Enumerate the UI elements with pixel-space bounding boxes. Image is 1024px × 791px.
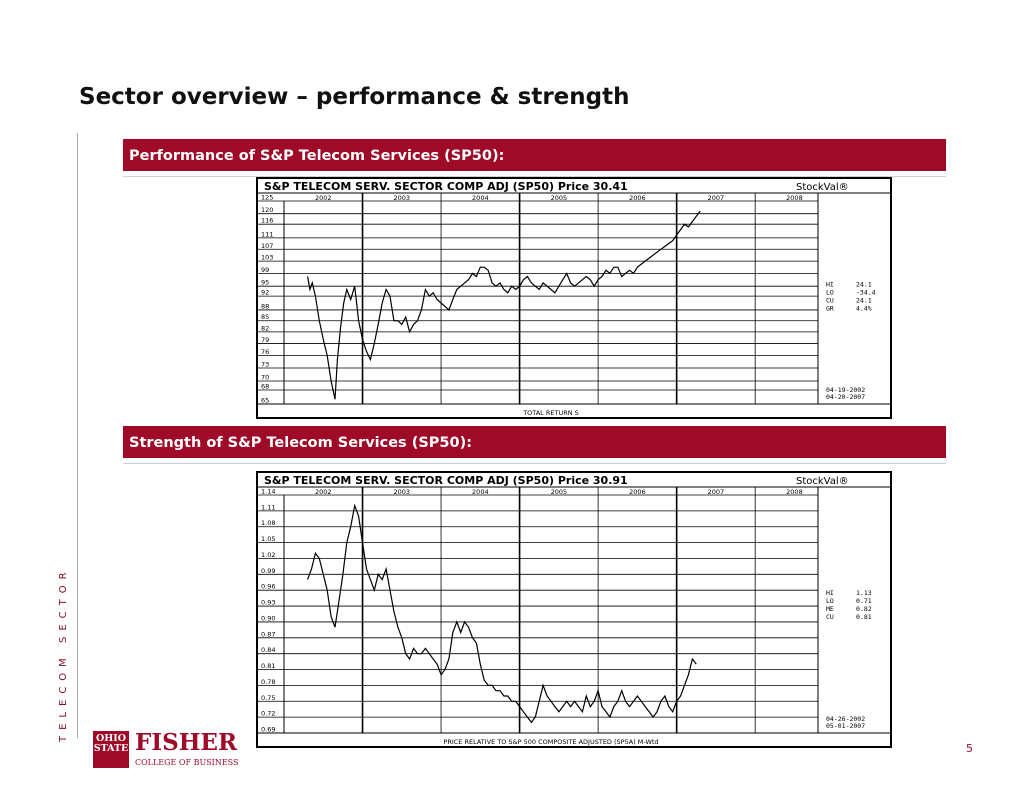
y-tick-label: 1.05 <box>261 535 275 543</box>
y-tick-label: 99 <box>261 266 269 274</box>
chart-brand: StockVal® <box>796 476 849 487</box>
performance-chart: S&P TELECOM SERV. SECTOR COMP ADJ (SP50)… <box>256 177 892 419</box>
y-tick-label: 0.87 <box>261 630 275 638</box>
y-tick-label: 65 <box>261 397 269 405</box>
stat-value: 24.1 <box>856 296 872 304</box>
y-tick-label: 1.02 <box>261 551 275 559</box>
year-label: 2002 <box>315 194 332 202</box>
year-label: 2007 <box>708 194 725 202</box>
side-label: TELECOM SECTOR <box>58 566 69 742</box>
chart-brand: StockVal® <box>796 182 849 193</box>
year-label: 2007 <box>708 488 725 496</box>
y-tick-label: 107 <box>261 242 273 250</box>
y-tick-label: 0.93 <box>261 599 275 607</box>
section-divider <box>123 176 946 177</box>
stat-label: GR <box>826 304 834 312</box>
year-label: 2003 <box>394 488 411 496</box>
y-tick-label: 88 <box>261 302 269 310</box>
y-tick-label: 0.84 <box>261 646 275 654</box>
y-tick-label: 116 <box>261 217 273 225</box>
year-label: 2008 <box>786 194 803 202</box>
y-tick-label: 0.99 <box>261 567 275 575</box>
x-axis-label: TOTAL RETURN S <box>522 409 579 417</box>
y-tick-label: 0.75 <box>261 694 275 702</box>
y-tick-label: 76 <box>261 348 269 356</box>
year-label: 2004 <box>472 488 489 496</box>
stat-value: 24.1 <box>856 280 872 288</box>
y-tick-label: 111 <box>261 230 273 238</box>
year-label: 2006 <box>629 194 646 202</box>
stat-label: LO <box>826 597 834 605</box>
stat-label: LO <box>826 288 834 296</box>
stat-value: 4.4% <box>856 304 872 312</box>
chart-title: S&P TELECOM SERV. SECTOR COMP ADJ (SP50)… <box>264 474 628 487</box>
section-divider <box>123 463 946 464</box>
y-tick-label: 1.11 <box>261 503 275 511</box>
x-axis-label: PRICE RELATIVE TO S&P 500 COMPOSITE ADJU… <box>443 738 658 746</box>
strength-chart: S&P TELECOM SERV. SECTOR COMP ADJ (SP50)… <box>256 471 892 748</box>
y-tick-label: 0.78 <box>261 678 275 686</box>
y-tick-label: 0.81 <box>261 662 275 670</box>
logo-subtitle: COLLEGE OF BUSINESS <box>135 758 239 767</box>
series-line <box>307 210 701 400</box>
year-label: 2006 <box>629 488 646 496</box>
stat-value: 0.81 <box>856 613 872 621</box>
stat-value: 1.13 <box>856 589 872 597</box>
logo-name: FISHER <box>135 729 238 756</box>
y-tick-label: 0.90 <box>261 614 275 622</box>
date-label: 05-01-2007 <box>826 722 865 730</box>
y-tick-label: 85 <box>261 313 269 321</box>
section-heading-performance: Performance of S&P Telecom Services (SP5… <box>123 139 946 171</box>
y-tick-label: 125 <box>261 194 273 202</box>
year-label: 2004 <box>472 194 489 202</box>
y-tick-label: 82 <box>261 324 269 332</box>
stat-label: HI <box>826 589 834 597</box>
y-tick-label: 92 <box>261 289 269 297</box>
stat-label: CU <box>826 613 834 621</box>
stat-label: CU <box>826 296 834 304</box>
vertical-divider <box>77 133 78 738</box>
stat-label: HI <box>826 280 834 288</box>
y-tick-label: 68 <box>261 382 269 390</box>
section-heading-strength: Strength of S&P Telecom Services (SP50): <box>123 426 946 458</box>
y-tick-label: 0.69 <box>261 726 275 734</box>
y-tick-label: 120 <box>261 206 273 214</box>
strength-chart-svg: S&P TELECOM SERV. SECTOR COMP ADJ (SP50)… <box>258 474 890 746</box>
series-line <box>307 503 697 724</box>
y-tick-label: 1.08 <box>261 519 275 527</box>
performance-chart-svg: S&P TELECOM SERV. SECTOR COMP ADJ (SP50)… <box>258 180 890 417</box>
y-tick-label: 73 <box>261 360 269 368</box>
y-tick-label: 95 <box>261 279 269 287</box>
date-label: 04-19-2002 <box>826 386 865 394</box>
stat-value: 0.71 <box>856 597 872 605</box>
slide-title: Sector overview – performance & strength <box>79 84 630 110</box>
year-label: 2005 <box>551 488 568 496</box>
page-number: 5 <box>966 742 973 755</box>
y-tick-label: 103 <box>261 254 273 262</box>
year-label: 2003 <box>394 194 411 202</box>
y-tick-label: 0.72 <box>261 710 275 718</box>
year-label: 2008 <box>786 488 803 496</box>
stat-value: 0.82 <box>856 605 872 613</box>
ohio-state-seal: OHIO STATE <box>93 731 129 768</box>
chart-title: S&P TELECOM SERV. SECTOR COMP ADJ (SP50)… <box>264 180 628 193</box>
y-tick-label: 0.96 <box>261 583 275 591</box>
stat-label: ME <box>826 605 834 613</box>
stat-value: -34.4 <box>856 288 876 296</box>
year-label: 2002 <box>315 488 332 496</box>
year-label: 2005 <box>551 194 568 202</box>
y-tick-label: 79 <box>261 336 269 344</box>
date-label: 04-26-2002 <box>826 715 865 723</box>
y-tick-label: 70 <box>261 373 269 381</box>
y-tick-label: 1.14 <box>261 488 275 496</box>
date-label: 04-20-2007 <box>826 393 865 401</box>
